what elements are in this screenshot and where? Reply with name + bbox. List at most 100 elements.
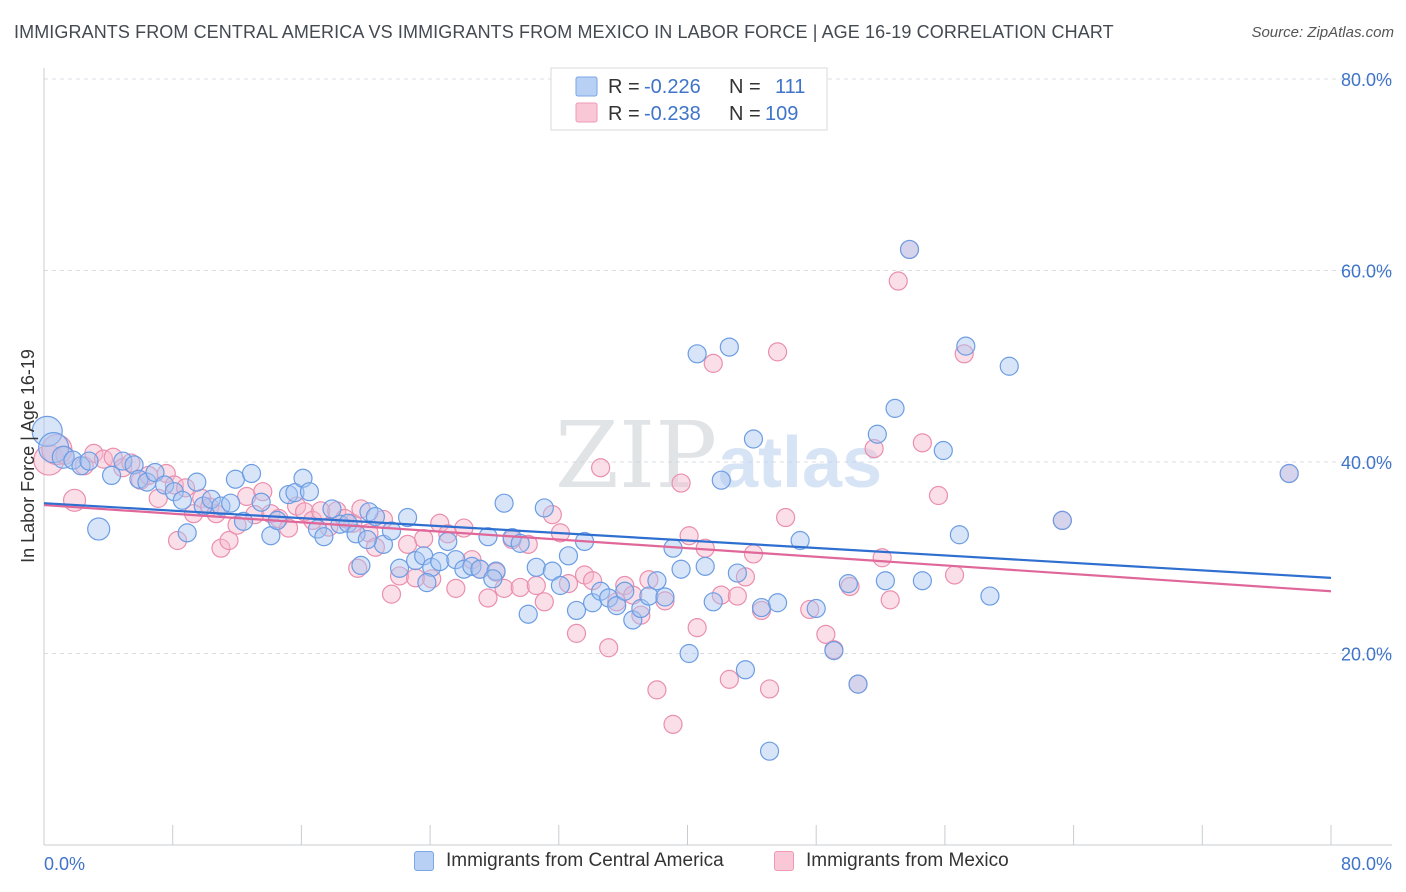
y-tick-label: 80.0% [1341, 70, 1392, 90]
y-tick-label: 40.0% [1341, 453, 1392, 473]
point-central-america [759, 741, 780, 761]
point-central-america [155, 475, 175, 495]
trend-line-mexico [43, 503, 1332, 593]
point-central-america [322, 499, 342, 519]
point-central-america [534, 498, 554, 518]
trend-line-central-america [43, 502, 1332, 579]
point-central-america [314, 527, 334, 547]
point-central-america [790, 530, 810, 551]
point-mexico [167, 530, 188, 551]
point-central-america [599, 588, 619, 608]
point-central-america [647, 571, 667, 591]
point-central-america [735, 660, 756, 680]
legend-swatch-mexico [774, 851, 794, 871]
point-central-america [703, 592, 723, 612]
point-central-america [357, 529, 377, 550]
point-central-america [299, 482, 320, 502]
point-central-america [113, 451, 133, 471]
legend-item-central-america: Immigrants from Central America [414, 850, 724, 872]
point-mexico [558, 574, 579, 594]
point-mexico [759, 679, 780, 699]
point-mexico [219, 530, 239, 551]
point-mexico [164, 475, 184, 495]
legend-swatch-central-america [414, 851, 434, 871]
point-central-america [566, 600, 587, 621]
point-mexico [912, 433, 932, 453]
x-tick-label-min: 0.0% [44, 854, 85, 874]
point-central-america [101, 465, 122, 486]
point-mexico [526, 575, 546, 596]
point-central-america [241, 463, 262, 484]
point-central-america [912, 571, 932, 591]
point-central-america [899, 239, 920, 260]
legend-r-value-pink: -0.238 [644, 103, 701, 125]
point-central-america [639, 586, 659, 606]
point-central-america [124, 455, 144, 475]
point-central-america [438, 531, 458, 552]
point-central-america [346, 524, 366, 544]
point-central-america [526, 557, 546, 577]
point-mexico [711, 585, 731, 605]
point-mexico [518, 534, 538, 554]
legend-n-value-pink: 109 [765, 103, 798, 125]
point-central-america [671, 559, 691, 579]
legend-item-mexico: Immigrants from Mexico [774, 850, 1009, 872]
legend-n-label-blue: N = [729, 76, 761, 98]
point-central-america [806, 598, 826, 619]
point-central-america [31, 415, 63, 447]
legend-n-label-pink: N = [729, 103, 761, 125]
point-central-america [338, 513, 358, 533]
point-mexico [639, 570, 659, 590]
point-mexico [381, 584, 402, 604]
point-mexico [542, 505, 562, 525]
point-mexico [397, 534, 418, 554]
point-mexico [348, 558, 368, 578]
point-central-america [623, 610, 643, 630]
point-central-america [999, 356, 1019, 376]
point-mexico [599, 638, 619, 658]
point-central-america [177, 523, 197, 543]
point-mexico [566, 623, 587, 643]
point-central-america [824, 641, 844, 661]
point-central-america [751, 597, 772, 618]
point-central-america [949, 525, 969, 545]
point-central-america [542, 561, 562, 581]
point-mexico [864, 438, 884, 459]
point-central-america [687, 344, 707, 364]
point-central-america [743, 429, 764, 449]
point-central-america [1052, 510, 1072, 531]
point-mexico [615, 575, 635, 596]
point-mexico [954, 344, 974, 364]
point-mexico [121, 453, 141, 473]
trend-lines [43, 502, 1332, 593]
y-tick-label: 20.0% [1341, 645, 1392, 665]
point-mexico [687, 618, 707, 638]
point-central-america [615, 581, 635, 601]
point-central-america [225, 469, 246, 489]
legend-swatch-pink [575, 102, 598, 123]
point-central-america [351, 555, 371, 576]
point-mexico [663, 714, 683, 734]
watermark-zip: ZIP [555, 402, 717, 509]
legend-label-mexico: Immigrants from Mexico [806, 850, 1009, 871]
point-central-america [470, 559, 490, 579]
point-mexico [727, 586, 747, 606]
watermark: ZIP atlas [555, 402, 882, 509]
point-mexico [446, 578, 466, 598]
point-mexico [478, 588, 498, 608]
point-mexico [944, 565, 965, 585]
point-mexico [406, 568, 426, 588]
point-mexico [647, 680, 667, 700]
point-central-america [848, 674, 868, 694]
point-central-america [885, 398, 905, 418]
point-central-america [417, 573, 437, 593]
point-central-america [478, 527, 498, 547]
y-axis-label: In Labor Force | Age 16-19 [18, 349, 38, 563]
point-central-america [695, 556, 715, 576]
point-central-america [591, 581, 611, 601]
point-central-america [767, 593, 788, 613]
point-central-america [679, 643, 699, 664]
point-mexico [278, 518, 299, 538]
point-central-america [381, 521, 402, 541]
